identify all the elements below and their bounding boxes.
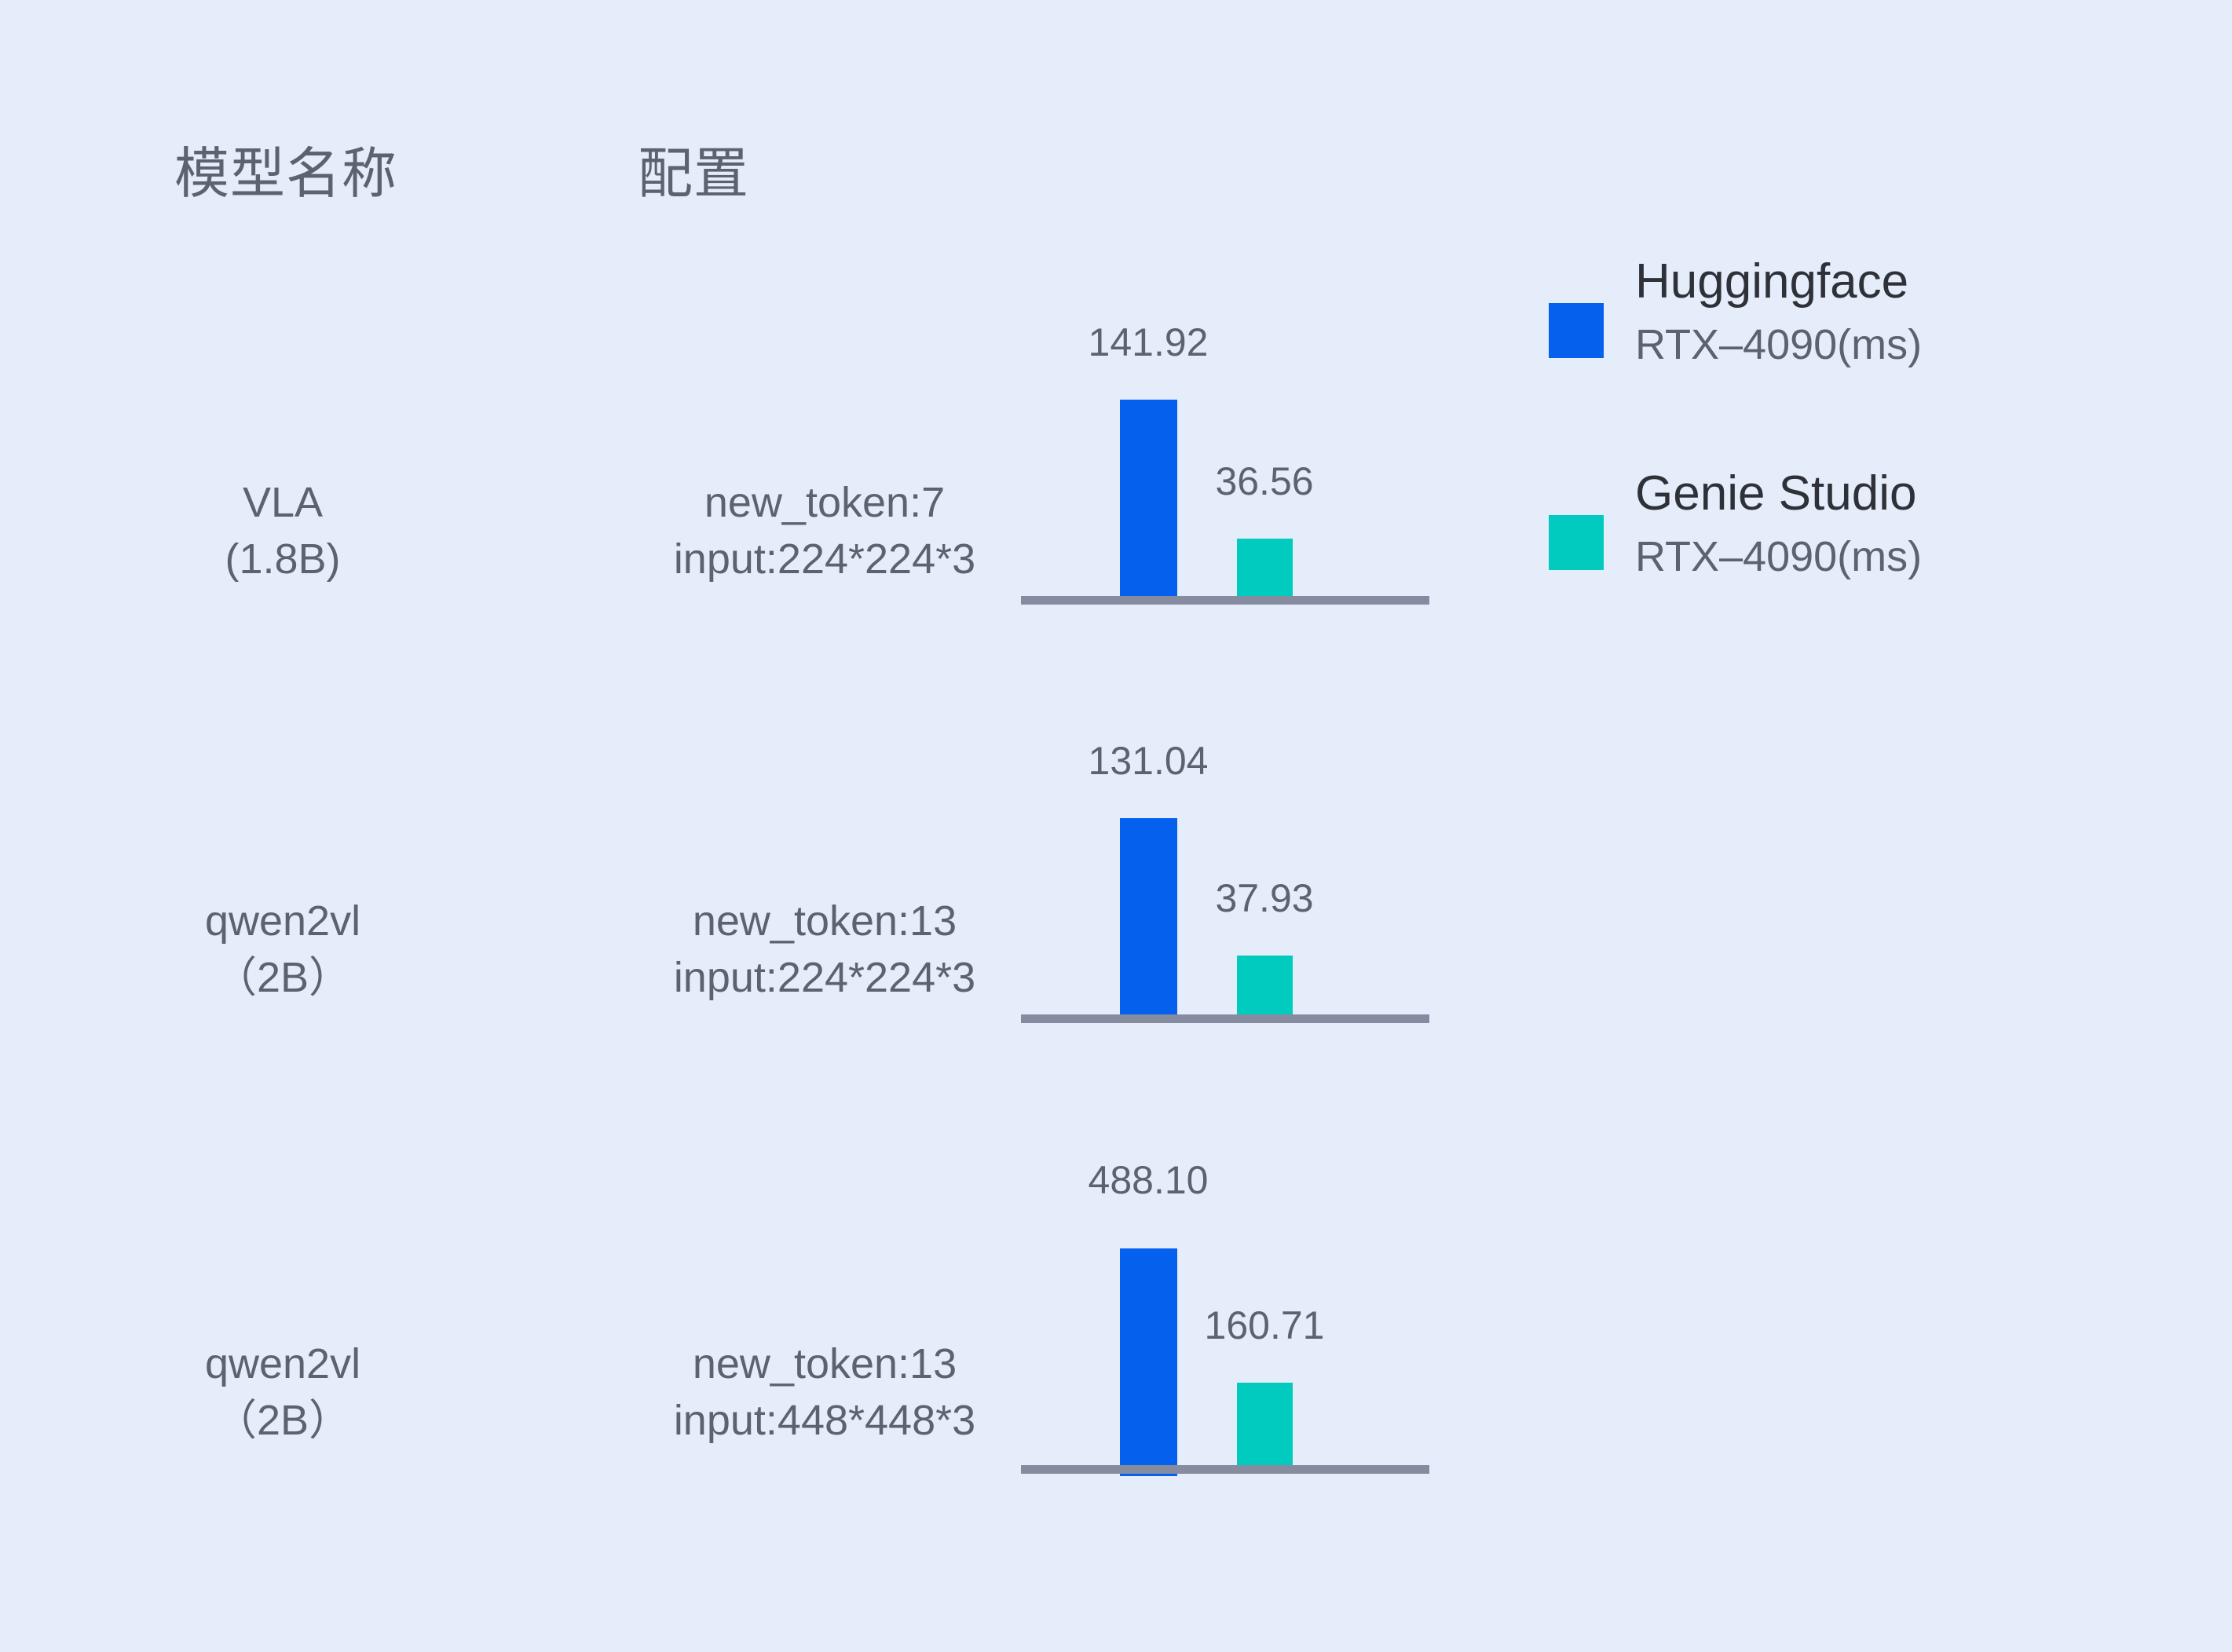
bar-value-genie-studio: 160.71 [1204,1303,1325,1347]
bar-value-huggingface: 141.92 [1088,320,1209,364]
legend-subtitle: RTX–4090(ms) [1635,320,1923,368]
legend-swatch-icon [1549,515,1604,570]
legend-subtitle: RTX–4090(ms) [1635,532,1923,580]
row-model-line2: （2B） [214,1396,352,1444]
bar-huggingface[interactable] [1120,818,1177,1014]
row-config-label: new_token:13 input:224*224*3 [471,894,1178,1007]
bar-value-huggingface: 488.10 [1088,1158,1209,1202]
chart-row: qwen2vl （2B） new_token:13 input:448*448*… [0,1073,2232,1489]
row-config-line1: new_token:7 [704,479,946,526]
row-config-line2: input:224*224*3 [673,953,976,1001]
bar-value-huggingface: 131.04 [1088,739,1209,783]
row-model-label: VLA (1.8B) [126,475,440,588]
row-plot-area: 488.10 160.71 [1021,1105,1429,1476]
axis-baseline [1021,596,1429,605]
column-header-model-name: 模型名称 [174,143,397,204]
bar-value-genie-studio: 37.93 [1215,876,1314,920]
bar-genie-studio[interactable] [1237,956,1293,1014]
row-config-line1: new_token:13 [692,1340,957,1387]
row-model-label: qwen2vl （2B） [126,894,440,1007]
bar-huggingface[interactable] [1120,1248,1177,1476]
row-plot-area: 131.04 37.93 [1021,685,1429,1023]
row-model-line2: （2B） [214,953,352,1001]
chart-row: qwen2vl （2B） new_token:13 input:224*224*… [0,654,2232,1070]
legend-title: Genie Studio [1635,466,1917,521]
legend-swatch-icon [1549,303,1604,358]
row-model-label: qwen2vl （2B） [126,1336,440,1449]
bar-value-genie-studio: 36.56 [1215,459,1314,503]
legend-title: Huggingface [1635,254,1909,309]
row-config-line2: input:224*224*3 [673,535,976,583]
row-model-line1: qwen2vl [204,1340,361,1387]
row-config-line1: new_token:13 [692,897,957,945]
bar-genie-studio[interactable] [1237,1383,1293,1465]
row-config-line2: input:448*448*3 [673,1396,976,1444]
column-header-config: 配置 [638,143,749,204]
legend-label-group: Genie Studio RTX–4090(ms) [1635,463,1922,584]
chart-row: VLA (1.8B) new_token:7 input:224*224*3 1… [0,236,2232,652]
axis-baseline [1021,1014,1429,1023]
axis-baseline [1021,1465,1429,1474]
legend-label-group: Huggingface RTX–4090(ms) [1635,251,1922,372]
bar-genie-studio[interactable] [1237,539,1293,596]
row-config-label: new_token:7 input:224*224*3 [471,475,1178,588]
bar-huggingface[interactable] [1120,400,1177,596]
row-model-line2: (1.8B) [225,535,341,583]
row-config-label: new_token:13 input:448*448*3 [471,1336,1178,1449]
row-plot-area: 141.92 36.56 [1021,267,1429,605]
row-model-line1: VLA [242,479,324,526]
row-model-line1: qwen2vl [204,897,361,945]
